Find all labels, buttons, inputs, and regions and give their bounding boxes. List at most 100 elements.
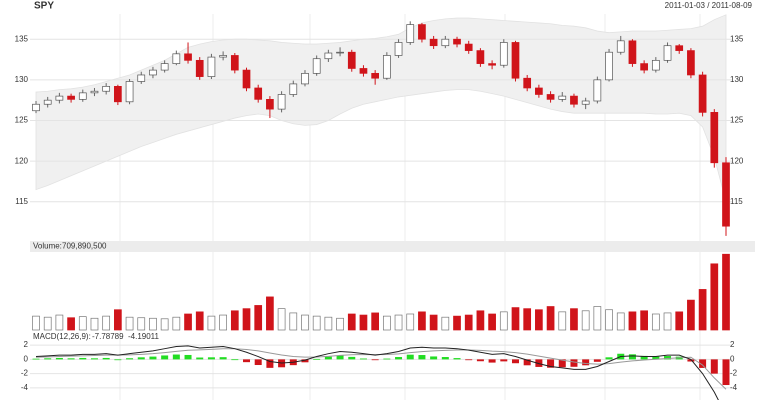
candle-body bbox=[359, 68, 368, 74]
candle-body bbox=[32, 103, 40, 112]
macd-tick-label-right: -4 bbox=[730, 383, 738, 392]
candle-body bbox=[266, 99, 274, 110]
candle-body bbox=[722, 162, 730, 227]
macd-histogram-bar bbox=[196, 357, 204, 360]
candle-body bbox=[55, 95, 64, 101]
macd-histogram-bar bbox=[430, 356, 438, 360]
volume-bar bbox=[125, 316, 134, 331]
volume-value: 709,890,500 bbox=[62, 242, 107, 251]
macd-histogram-bar bbox=[126, 358, 134, 360]
price-panel bbox=[30, 14, 732, 236]
candle-body bbox=[394, 42, 403, 56]
candle-body bbox=[476, 50, 485, 64]
candle-body bbox=[570, 95, 578, 105]
candle-body bbox=[499, 42, 508, 66]
volume-bar bbox=[406, 313, 415, 331]
candle-body bbox=[160, 63, 169, 71]
volume-bar bbox=[687, 299, 695, 331]
macd-histogram-bar bbox=[44, 358, 52, 360]
volume-bar bbox=[418, 311, 426, 331]
macd-histogram-bar bbox=[628, 354, 636, 360]
macd-histogram-bar bbox=[465, 359, 473, 361]
volume-bar bbox=[429, 314, 438, 331]
macd-tick-label-right: 2 bbox=[730, 340, 735, 349]
candle-body bbox=[277, 94, 286, 110]
candle-body bbox=[605, 51, 613, 81]
macd-histogram-bar bbox=[652, 356, 660, 360]
candle-body bbox=[242, 69, 251, 89]
macd-histogram-bar bbox=[593, 359, 601, 362]
volume-bar bbox=[102, 315, 111, 331]
volume-bar bbox=[382, 315, 391, 331]
candle-body bbox=[347, 51, 356, 69]
volume-bar bbox=[535, 309, 543, 331]
macd-histogram-bar bbox=[418, 355, 426, 360]
candle-body bbox=[184, 53, 192, 61]
volume-bar bbox=[570, 308, 578, 331]
axes: 115 115 120 120 125 125 130 130 135 135 -4 -4 -2 -2 0 0… bbox=[15, 34, 744, 392]
candle-body bbox=[523, 77, 532, 89]
volume-bar bbox=[137, 317, 146, 331]
volume-bar bbox=[359, 314, 368, 331]
y-tick-label-right: 125 bbox=[730, 116, 744, 125]
volume-bar bbox=[230, 310, 239, 331]
macd-histogram-bar bbox=[722, 359, 730, 386]
volume-bar bbox=[195, 311, 204, 331]
macd-histogram-bar bbox=[324, 356, 332, 360]
candle-body bbox=[651, 59, 660, 71]
macd-histogram-bar bbox=[172, 354, 180, 360]
macd-histogram-bar bbox=[55, 357, 63, 360]
macd-histogram-bar bbox=[687, 359, 695, 362]
macd-histogram-bar bbox=[500, 359, 508, 362]
volume-bar bbox=[546, 306, 555, 331]
candle-body bbox=[219, 55, 227, 58]
macd-tick-label: 2 bbox=[24, 340, 29, 349]
candle-body bbox=[137, 74, 146, 82]
macd-histogram-bar bbox=[395, 357, 403, 360]
volume-bar bbox=[149, 317, 157, 331]
volume-bar bbox=[184, 313, 192, 331]
candle-body bbox=[488, 63, 496, 66]
volume-bar bbox=[710, 263, 719, 331]
volume-bar bbox=[114, 309, 122, 331]
date-range: 2011-01-03 / 2011-08-09 bbox=[665, 1, 753, 10]
volume-bar bbox=[605, 309, 613, 331]
candle-body bbox=[43, 99, 52, 105]
macd-histogram-bar bbox=[570, 359, 578, 367]
volume-bar bbox=[581, 310, 590, 331]
candle-body bbox=[254, 87, 263, 100]
macd-histogram-bar bbox=[453, 358, 461, 360]
volume-bar bbox=[523, 308, 532, 331]
macd-histogram-bar bbox=[254, 359, 262, 366]
volume-bar bbox=[78, 316, 87, 331]
volume-bar bbox=[43, 316, 52, 331]
macd-histogram-bar bbox=[207, 357, 215, 360]
macd-histogram-bar bbox=[161, 355, 169, 360]
macd-tick-label: -4 bbox=[21, 383, 29, 392]
macd-histogram-bar bbox=[406, 354, 414, 360]
y-tick-label: 135 bbox=[15, 34, 29, 43]
macd-histogram-bar bbox=[149, 356, 157, 360]
macd-histogram-bar bbox=[699, 359, 707, 368]
macd-histogram-bar bbox=[582, 359, 590, 366]
candle-body bbox=[172, 53, 181, 64]
volume-bar bbox=[663, 312, 672, 331]
volume-bar bbox=[394, 314, 403, 331]
candle-body bbox=[511, 42, 520, 79]
volume-label: Volume: bbox=[33, 242, 62, 251]
candle-body bbox=[371, 72, 380, 79]
macd-label: MACD(12,26,9): bbox=[33, 332, 91, 341]
volume-bar bbox=[277, 308, 286, 331]
candle-body bbox=[336, 51, 344, 54]
macd-line bbox=[35, 345, 719, 400]
y-tick-label: 130 bbox=[15, 75, 29, 84]
volume-bar bbox=[464, 314, 473, 331]
volume-bar bbox=[324, 316, 333, 331]
candle-body bbox=[593, 79, 602, 102]
volume-bar bbox=[266, 296, 274, 331]
y-tick-label: 120 bbox=[15, 156, 29, 165]
candle-body bbox=[464, 43, 473, 51]
macd-histogram-bar bbox=[605, 357, 613, 360]
macd-histogram-bar bbox=[243, 359, 251, 363]
